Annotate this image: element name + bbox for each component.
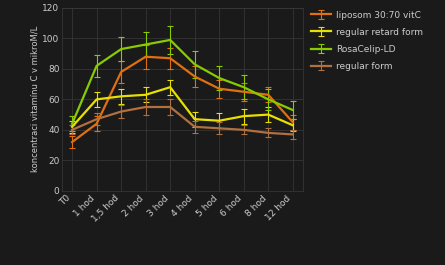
Legend: liposom 30:70 vitC, regular retard form, RosaCelip-LD, regular form: liposom 30:70 vitC, regular retard form,… <box>310 9 425 73</box>
Y-axis label: koncentraci vitamínu C v mikroM/L: koncentraci vitamínu C v mikroM/L <box>31 26 40 173</box>
